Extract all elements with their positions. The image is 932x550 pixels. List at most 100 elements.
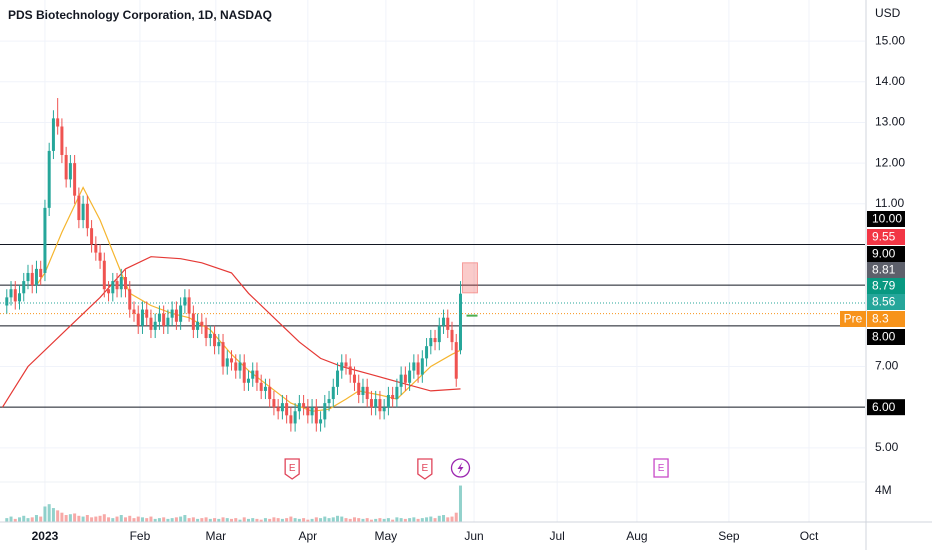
- price-box: [867, 311, 905, 327]
- volume-bar: [60, 512, 64, 522]
- volume-bar: [81, 516, 85, 522]
- price-box-label: 9.00: [872, 247, 896, 261]
- volume-bar: [458, 485, 462, 522]
- candle-body: [68, 163, 72, 180]
- candle-body: [289, 415, 293, 424]
- volume-bar: [166, 518, 170, 522]
- candle-body: [352, 374, 356, 383]
- candle-body: [115, 281, 119, 290]
- volume-bar: [378, 518, 382, 522]
- volume-bar: [111, 518, 115, 522]
- earnings-label: E: [658, 463, 665, 474]
- volume-bar: [213, 518, 217, 522]
- x-tick-label: 2023: [32, 529, 59, 543]
- earnings-label: E: [289, 463, 296, 474]
- volume-bar: [369, 519, 373, 522]
- volume-bar: [420, 518, 424, 522]
- candle-body: [382, 407, 386, 412]
- volume-bar: [297, 518, 301, 522]
- volume-bar: [56, 510, 60, 522]
- volume-bar: [128, 515, 132, 522]
- volume-bar: [94, 516, 98, 522]
- volume-bar: [5, 518, 9, 522]
- candle-body: [412, 362, 416, 371]
- volume-bar: [314, 517, 318, 522]
- volume-bar: [280, 518, 284, 522]
- x-tick-label: May: [375, 529, 398, 543]
- candle-body: [39, 268, 43, 278]
- candle-body: [276, 407, 280, 412]
- price-box: [867, 294, 905, 310]
- volume-bar: [437, 515, 441, 522]
- candle-body: [124, 277, 128, 290]
- price-box: [867, 246, 905, 262]
- volume-bar: [336, 515, 340, 522]
- volume-bar: [39, 516, 43, 522]
- candle-body: [200, 321, 204, 326]
- candle-body: [111, 281, 115, 294]
- candle-body: [395, 386, 399, 400]
- volume-bar: [272, 517, 276, 522]
- candle-body: [386, 394, 390, 408]
- volume-bar: [365, 518, 369, 522]
- candle-body: [446, 317, 450, 330]
- volume-bar: [268, 518, 272, 522]
- volume-bar: [259, 519, 263, 522]
- moving-average: [1, 256, 461, 408]
- candle-body: [259, 382, 263, 391]
- volume-bar: [285, 518, 289, 522]
- volume-bar: [246, 518, 250, 522]
- candle-body: [47, 150, 51, 208]
- candle-body: [9, 289, 13, 298]
- candle-body: [374, 399, 378, 408]
- x-tick-label: Apr: [298, 529, 317, 543]
- y-tick-label: 5.00: [875, 440, 899, 454]
- candle-body: [420, 358, 424, 375]
- candle-body: [140, 309, 144, 326]
- volume-bar: [255, 518, 259, 522]
- candle-body: [230, 358, 234, 363]
- volume-bar: [34, 515, 38, 522]
- price-box: [867, 211, 905, 227]
- volume-bar: [306, 519, 310, 522]
- volume-bar: [348, 518, 352, 522]
- candle-body: [391, 394, 395, 400]
- price-box: [867, 399, 905, 416]
- volume-bar: [289, 516, 293, 522]
- candle-body: [102, 260, 106, 290]
- earnings-label: E: [422, 463, 429, 474]
- volume-bar: [319, 518, 323, 522]
- earnings-icon: [417, 458, 433, 480]
- volume-bar: [251, 518, 255, 522]
- candle-body: [437, 325, 441, 343]
- currency: USD: [875, 6, 901, 20]
- candle-body: [119, 277, 123, 290]
- volume-bar: [344, 518, 348, 522]
- volume-bar: [230, 518, 234, 522]
- volume-bar: [204, 517, 208, 522]
- candle-body: [34, 268, 38, 286]
- candle-body: [365, 386, 369, 400]
- volume-bar: [149, 516, 153, 522]
- candle-body: [340, 362, 344, 371]
- volume-bar: [323, 516, 327, 522]
- x-tick-label: Aug: [626, 529, 647, 543]
- candle-body: [297, 403, 301, 412]
- candle-body: [319, 419, 323, 424]
- volume-bar: [153, 518, 157, 522]
- volume-bar: [399, 518, 403, 522]
- volume-bar: [64, 515, 68, 522]
- candle-body: [403, 374, 407, 383]
- candle-body: [255, 370, 259, 383]
- candle-body: [98, 252, 102, 261]
- volume-bar: [357, 518, 361, 522]
- candle-body: [280, 403, 284, 412]
- candle-body: [251, 370, 255, 379]
- premarket-tag-label: Pre: [844, 312, 863, 326]
- candle-body: [361, 386, 365, 395]
- volume-bar: [302, 518, 306, 522]
- price-box-label: 8.81: [872, 263, 896, 277]
- candle-body: [314, 407, 318, 424]
